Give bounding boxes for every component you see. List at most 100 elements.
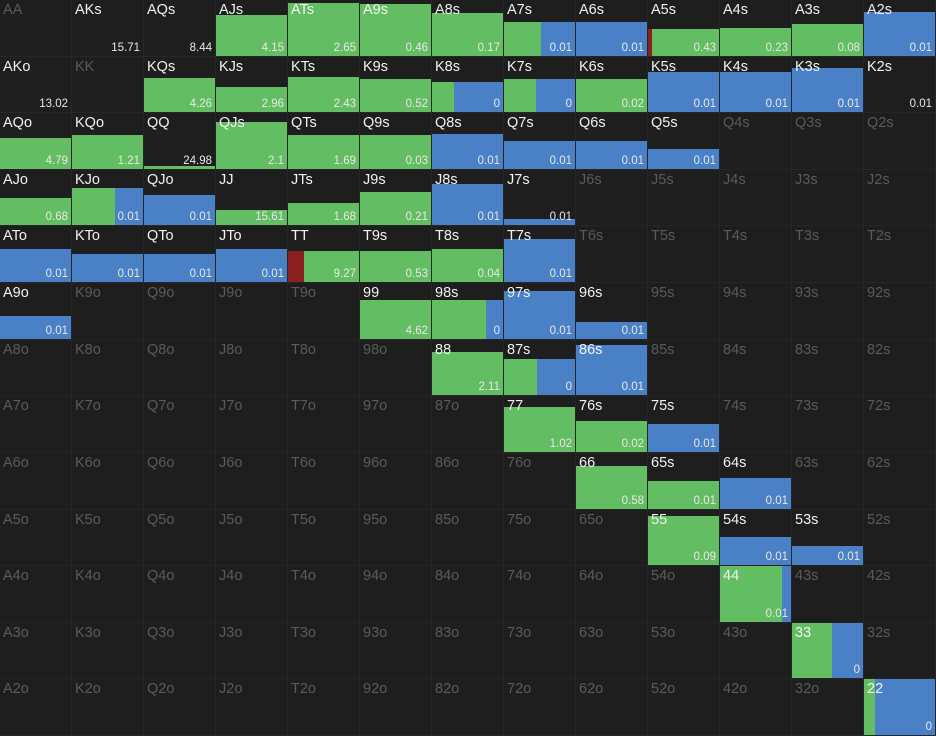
hand-cell-K5o[interactable]: K5o — [72, 509, 144, 567]
hand-cell-72s[interactable]: 72s — [864, 396, 936, 453]
hand-cell-A7s[interactable]: A7s 0.01 — [504, 0, 576, 57]
hand-cell-J9s[interactable]: J9s 0.21 — [360, 169, 432, 227]
hand-cell-43s[interactable]: 43s — [792, 566, 864, 623]
hand-cell-Q6o[interactable]: Q6o — [144, 452, 216, 510]
hand-cell-87o[interactable]: 87o — [432, 396, 504, 453]
hand-cell-J5s[interactable]: J5s — [648, 169, 720, 227]
hand-cell-82o[interactable]: 82o — [432, 679, 504, 736]
hand-cell-T6o[interactable]: T6o — [288, 452, 360, 510]
hand-cell-85o[interactable]: 85o — [432, 509, 504, 567]
hand-cell-85s[interactable]: 85s — [648, 339, 720, 397]
hand-cell-Q7s[interactable]: Q7s 0.01 — [504, 113, 576, 170]
hand-cell-KTo[interactable]: KTo 0.01 — [72, 226, 144, 284]
hand-cell-J9o[interactable]: J9o — [216, 283, 288, 340]
hand-cell-42o[interactable]: 42o — [720, 679, 792, 736]
hand-cell-K3s[interactable]: K3s 0.01 — [792, 56, 864, 114]
hand-cell-A6s[interactable]: A6s 0.01 — [576, 0, 648, 57]
hand-cell-62o[interactable]: 62o — [576, 679, 648, 736]
hand-cell-AQo[interactable]: AQo 4.79 — [0, 113, 72, 170]
hand-cell-74s[interactable]: 74s — [720, 396, 792, 453]
hand-cell-T8o[interactable]: T8o — [288, 339, 360, 397]
hand-cell-JTo[interactable]: JTo 0.01 — [216, 226, 288, 284]
hand-cell-Q4s[interactable]: Q4s — [720, 113, 792, 170]
hand-cell-T7s[interactable]: T7s 0.01 — [504, 226, 576, 284]
hand-cell-AA[interactable]: AA — [0, 0, 72, 57]
hand-cell-T9s[interactable]: T9s 0.53 — [360, 226, 432, 284]
hand-cell-J3s[interactable]: J3s — [792, 169, 864, 227]
hand-cell-K7o[interactable]: K7o — [72, 396, 144, 453]
hand-cell-ATo[interactable]: ATo 0.01 — [0, 226, 72, 284]
hand-cell-T3o[interactable]: T3o — [288, 622, 360, 680]
hand-cell-97s[interactable]: 97s 0.01 — [504, 283, 576, 340]
hand-cell-T3s[interactable]: T3s — [792, 226, 864, 284]
hand-cell-JJ[interactable]: JJ 15.61 — [216, 169, 288, 227]
hand-cell-KQo[interactable]: KQo 1.21 — [72, 113, 144, 170]
hand-cell-Q5o[interactable]: Q5o — [144, 509, 216, 567]
hand-cell-KK[interactable]: KK — [72, 56, 144, 114]
hand-cell-A4s[interactable]: A4s 0.23 — [720, 0, 792, 57]
hand-cell-J3o[interactable]: J3o — [216, 622, 288, 680]
hand-cell-55[interactable]: 55 0.09 — [648, 509, 720, 567]
hand-cell-86o[interactable]: 86o — [432, 452, 504, 510]
hand-cell-Q8o[interactable]: Q8o — [144, 339, 216, 397]
hand-cell-84s[interactable]: 84s — [720, 339, 792, 397]
hand-cell-T8s[interactable]: T8s 0.04 — [432, 226, 504, 284]
hand-cell-76o[interactable]: 76o — [504, 452, 576, 510]
hand-cell-64o[interactable]: 64o — [576, 566, 648, 623]
hand-cell-K2o[interactable]: K2o — [72, 679, 144, 736]
hand-cell-T9o[interactable]: T9o — [288, 283, 360, 340]
hand-cell-K6s[interactable]: K6s 0.02 — [576, 56, 648, 114]
hand-cell-K9o[interactable]: K9o — [72, 283, 144, 340]
hand-cell-Q2o[interactable]: Q2o — [144, 679, 216, 736]
hand-cell-A8o[interactable]: A8o — [0, 339, 72, 397]
hand-cell-22[interactable]: 22 0 — [864, 679, 936, 736]
hand-cell-65s[interactable]: 65s 0.01 — [648, 452, 720, 510]
hand-cell-A6o[interactable]: A6o — [0, 452, 72, 510]
hand-cell-K8s[interactable]: K8s 0 — [432, 56, 504, 114]
hand-cell-J6s[interactable]: J6s — [576, 169, 648, 227]
hand-cell-74o[interactable]: 74o — [504, 566, 576, 623]
hand-cell-Q6s[interactable]: Q6s 0.01 — [576, 113, 648, 170]
hand-cell-Q2s[interactable]: Q2s — [864, 113, 936, 170]
hand-cell-T4o[interactable]: T4o — [288, 566, 360, 623]
hand-cell-A5s[interactable]: A5s 0.43 — [648, 0, 720, 57]
hand-cell-32o[interactable]: 32o — [792, 679, 864, 736]
hand-cell-A8s[interactable]: A8s 0.17 — [432, 0, 504, 57]
hand-cell-63s[interactable]: 63s — [792, 452, 864, 510]
hand-cell-83o[interactable]: 83o — [432, 622, 504, 680]
hand-cell-99[interactable]: 99 4.62 — [360, 283, 432, 340]
hand-cell-A7o[interactable]: A7o — [0, 396, 72, 453]
hand-cell-K3o[interactable]: K3o — [72, 622, 144, 680]
hand-cell-92o[interactable]: 92o — [360, 679, 432, 736]
hand-cell-QJo[interactable]: QJo 0.01 — [144, 169, 216, 227]
hand-cell-AJs[interactable]: AJs 4.15 — [216, 0, 288, 57]
hand-cell-KQs[interactable]: KQs 4.26 — [144, 56, 216, 114]
hand-cell-97o[interactable]: 97o — [360, 396, 432, 453]
hand-cell-77[interactable]: 77 1.02 — [504, 396, 576, 453]
hand-cell-J6o[interactable]: J6o — [216, 452, 288, 510]
hand-cell-32s[interactable]: 32s — [864, 622, 936, 680]
hand-cell-K5s[interactable]: K5s 0.01 — [648, 56, 720, 114]
hand-cell-44[interactable]: 44 0.01 — [720, 566, 792, 623]
hand-cell-54o[interactable]: 54o — [648, 566, 720, 623]
hand-cell-QTs[interactable]: QTs 1.69 — [288, 113, 360, 170]
hand-cell-Q3o[interactable]: Q3o — [144, 622, 216, 680]
hand-cell-92s[interactable]: 92s — [864, 283, 936, 340]
hand-cell-A3o[interactable]: A3o — [0, 622, 72, 680]
hand-cell-Q9s[interactable]: Q9s 0.03 — [360, 113, 432, 170]
hand-cell-K6o[interactable]: K6o — [72, 452, 144, 510]
hand-cell-J5o[interactable]: J5o — [216, 509, 288, 567]
hand-cell-76s[interactable]: 76s 0.02 — [576, 396, 648, 453]
hand-cell-J4o[interactable]: J4o — [216, 566, 288, 623]
hand-cell-J2o[interactable]: J2o — [216, 679, 288, 736]
hand-cell-83s[interactable]: 83s — [792, 339, 864, 397]
hand-cell-KTs[interactable]: KTs 2.43 — [288, 56, 360, 114]
hand-cell-K4s[interactable]: K4s 0.01 — [720, 56, 792, 114]
hand-cell-TT[interactable]: TT 9.27 — [288, 226, 360, 284]
hand-cell-A3s[interactable]: A3s 0.08 — [792, 0, 864, 57]
hand-cell-95s[interactable]: 95s — [648, 283, 720, 340]
hand-cell-53s[interactable]: 53s 0.01 — [792, 509, 864, 567]
hand-cell-75s[interactable]: 75s 0.01 — [648, 396, 720, 453]
hand-cell-A4o[interactable]: A4o — [0, 566, 72, 623]
hand-cell-QTo[interactable]: QTo 0.01 — [144, 226, 216, 284]
